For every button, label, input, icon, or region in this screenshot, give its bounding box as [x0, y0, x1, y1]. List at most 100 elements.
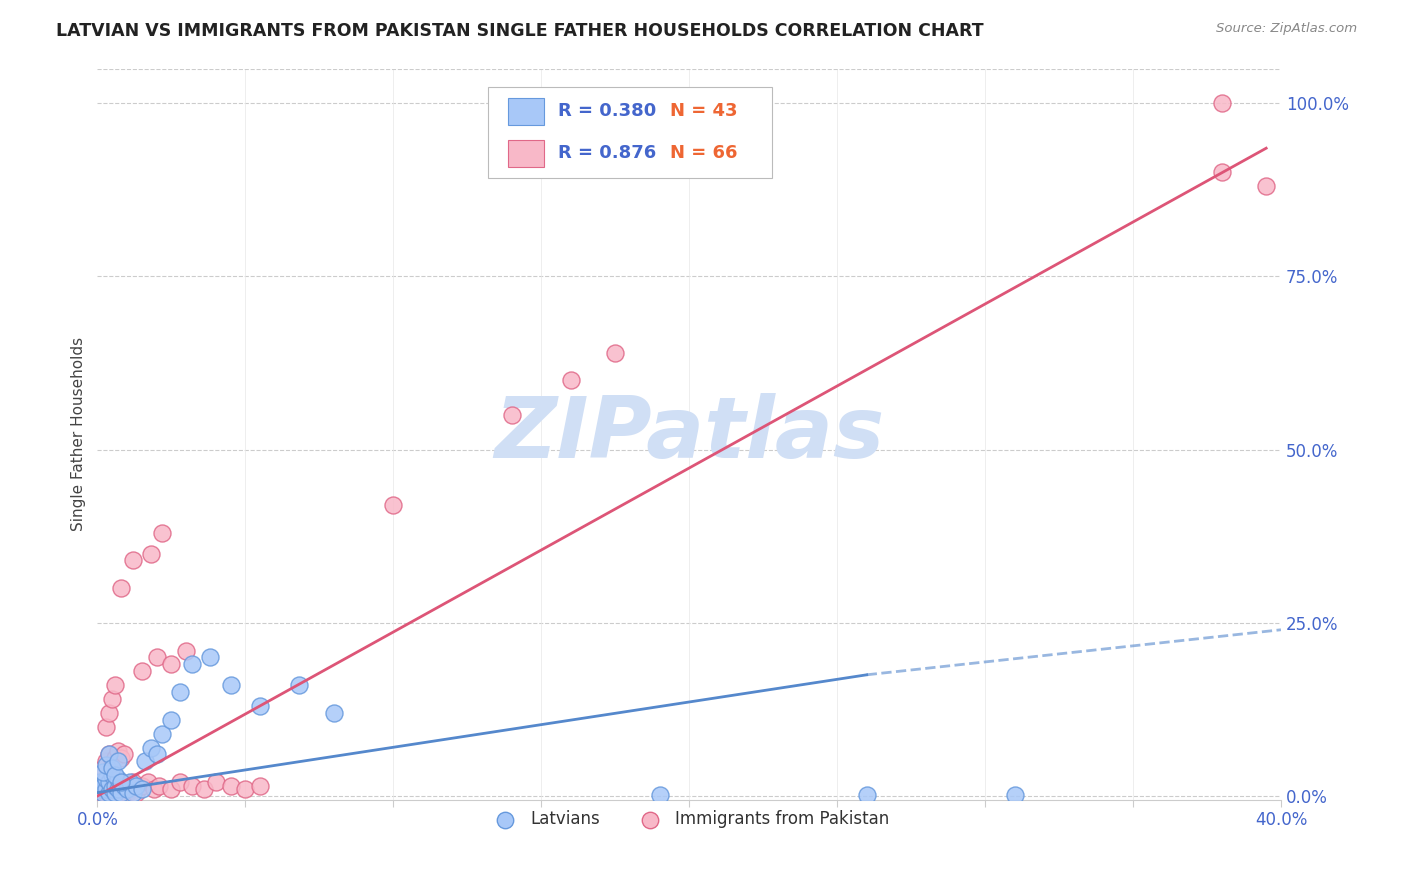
Point	[107, 782, 129, 797]
Legend: Latvians, Immigrants from Pakistan: Latvians, Immigrants from Pakistan	[482, 804, 896, 835]
Point	[112, 747, 135, 762]
Point	[249, 779, 271, 793]
Point	[121, 553, 143, 567]
Point	[160, 657, 183, 672]
Point	[219, 678, 242, 692]
Point	[136, 775, 159, 789]
Y-axis label: Single Father Households: Single Father Households	[72, 337, 86, 531]
Point	[89, 775, 111, 789]
Text: Source: ZipAtlas.com: Source: ZipAtlas.com	[1216, 22, 1357, 36]
Point	[169, 775, 191, 789]
Point	[98, 706, 121, 720]
Point	[1256, 179, 1278, 194]
FancyBboxPatch shape	[488, 87, 772, 178]
Point	[181, 779, 204, 793]
Point	[104, 751, 127, 765]
Point	[104, 678, 127, 692]
Point	[169, 685, 191, 699]
Point	[91, 764, 114, 779]
Point	[104, 779, 127, 793]
Point	[110, 775, 132, 789]
Point	[104, 768, 127, 782]
Text: LATVIAN VS IMMIGRANTS FROM PAKISTAN SINGLE FATHER HOUSEHOLDS CORRELATION CHART: LATVIAN VS IMMIGRANTS FROM PAKISTAN SING…	[56, 22, 984, 40]
Point	[131, 665, 153, 679]
Point	[98, 775, 121, 789]
Point	[142, 782, 165, 797]
Point	[1211, 96, 1233, 111]
Point	[125, 779, 148, 793]
Point	[110, 751, 132, 765]
Point	[98, 775, 121, 789]
Point	[134, 755, 156, 769]
Point	[125, 786, 148, 800]
Point	[89, 782, 111, 797]
Point	[1004, 788, 1026, 802]
Point	[101, 692, 124, 706]
Point	[101, 786, 124, 800]
Point	[855, 788, 877, 802]
Text: ZIPatlas: ZIPatlas	[494, 392, 884, 475]
Point	[110, 786, 132, 800]
Point	[174, 643, 197, 657]
Point	[605, 345, 627, 359]
Point	[115, 786, 138, 800]
Point	[104, 786, 127, 800]
FancyBboxPatch shape	[508, 97, 544, 126]
Point	[104, 779, 127, 793]
Point	[96, 772, 118, 786]
Point	[91, 786, 114, 800]
Point	[204, 775, 226, 789]
Point	[219, 779, 242, 793]
Point	[96, 782, 118, 797]
Point	[101, 761, 124, 775]
Text: N = 66: N = 66	[671, 145, 738, 162]
Point	[107, 772, 129, 786]
Point	[560, 373, 582, 387]
Point	[96, 772, 118, 786]
Point	[91, 779, 114, 793]
Point	[98, 747, 121, 762]
Point	[101, 782, 124, 797]
Point	[107, 755, 129, 769]
Point	[145, 747, 167, 762]
Point	[101, 757, 124, 772]
Point	[118, 782, 141, 797]
Point	[112, 779, 135, 793]
Point	[98, 786, 121, 800]
Point	[89, 775, 111, 789]
Point	[160, 713, 183, 727]
Point	[198, 650, 221, 665]
Point	[98, 786, 121, 800]
Point	[96, 786, 118, 800]
Point	[101, 779, 124, 793]
Point	[91, 782, 114, 797]
Point	[181, 657, 204, 672]
Text: R = 0.380: R = 0.380	[558, 103, 657, 120]
Point	[139, 547, 162, 561]
Point	[118, 775, 141, 789]
Point	[110, 775, 132, 789]
Point	[101, 768, 124, 782]
Point	[96, 720, 118, 734]
Point	[89, 782, 111, 797]
Point	[121, 775, 143, 789]
Point	[382, 498, 405, 512]
Point	[131, 779, 153, 793]
Point	[323, 706, 346, 720]
Point	[648, 788, 671, 802]
Point	[121, 786, 143, 800]
Point	[107, 744, 129, 758]
Point	[1211, 165, 1233, 179]
Point	[152, 525, 174, 540]
Point	[501, 408, 523, 422]
Point	[107, 775, 129, 789]
Point	[152, 727, 174, 741]
Point	[233, 782, 256, 797]
Point	[96, 757, 118, 772]
Point	[112, 782, 135, 797]
Point	[104, 786, 127, 800]
Point	[96, 782, 118, 797]
Point	[96, 755, 118, 769]
FancyBboxPatch shape	[508, 140, 544, 168]
Point	[98, 747, 121, 762]
